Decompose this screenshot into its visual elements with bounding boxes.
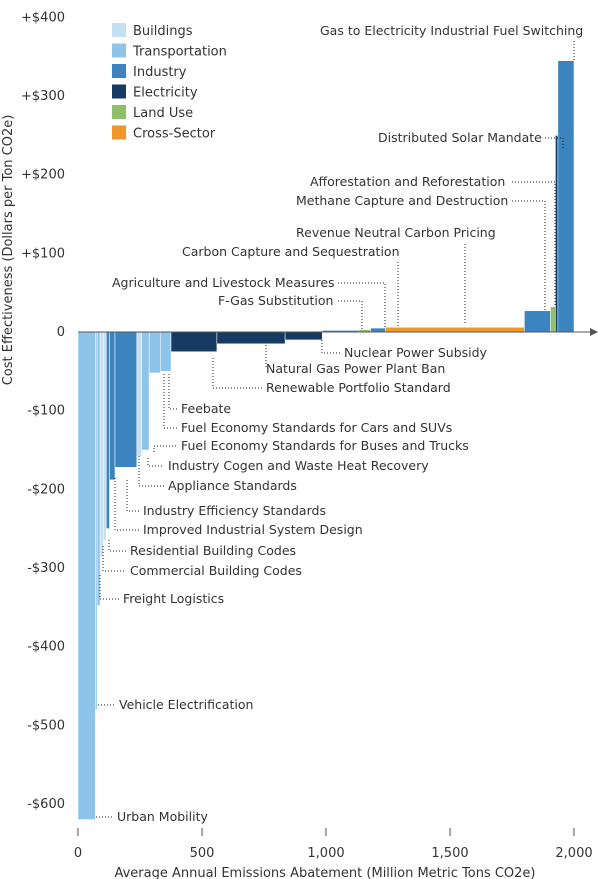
x-tick-label: 500 xyxy=(190,846,215,861)
annotation-leaders xyxy=(96,41,575,818)
x-axis-title: Average Annual Emissions Abatement (Mill… xyxy=(114,866,535,879)
bar-fuel-economy-standards-for-buses-and-trucks xyxy=(141,331,150,451)
leader-line-agriculture-and-livestock-measures xyxy=(338,282,386,328)
y-tick-labels: +$400 +$300 +$200 +$100 0 -$100 -$200 -$300 -$40… xyxy=(21,10,65,812)
y-tick-label: -$100 xyxy=(27,404,65,419)
y-tick-label: +$300 xyxy=(21,89,65,104)
annotation-improved-industrial-system-design: Improved Industrial System Design xyxy=(143,522,363,537)
x-tick-labels: 0 500 1,000 1,500 2,000 xyxy=(74,828,593,861)
x-axis-arrow xyxy=(590,328,598,336)
leader-line-fuel-economy-standards-for-cars-and-suvs xyxy=(163,374,177,429)
bar-natural-gas-power-plant-ban xyxy=(216,331,286,345)
bar-vehicle-electrification xyxy=(95,331,98,710)
leader-line-industry-efficiency-standards xyxy=(126,480,139,512)
legend-swatch-land-use xyxy=(112,105,126,119)
y-tick-label: -$600 xyxy=(27,797,65,812)
x-tick-label: 0 xyxy=(74,846,82,861)
annotation-fuel-economy-standards-for-cars-and-suvs: Fuel Economy Standards for Cars and SUVs xyxy=(181,420,452,435)
annotation-f-gas-substitution: F-Gas Substitution xyxy=(218,293,333,308)
legend-swatch-buildings xyxy=(112,23,126,37)
leader-line-freight-logistics xyxy=(99,575,119,600)
annotation-nuclear-power-subsidy: Nuclear Power Subsidy xyxy=(344,345,488,360)
y-tick-label: -$300 xyxy=(27,561,65,576)
x-tick-label: 1,000 xyxy=(307,846,344,861)
y-tick-label: +$200 xyxy=(21,168,65,183)
x-tick-label: 2,000 xyxy=(555,846,592,861)
y-tick-label: -$400 xyxy=(27,640,65,655)
leader-line-industry-cogen-and-waste-heat-recovery xyxy=(147,458,164,467)
annotation-methane-capture-and-destruction: Methane Capture and Destruction xyxy=(296,193,508,208)
legend-swatch-cross-sector xyxy=(112,125,126,140)
annotation-carbon-capture-and-sequestration: Carbon Capture and Sequestration xyxy=(182,244,400,259)
y-tick-label: -$200 xyxy=(27,482,65,497)
bar-industry-efficiency-standards xyxy=(109,331,116,481)
bar-feebate xyxy=(160,331,172,372)
annotation-industry-efficiency-standards: Industry Efficiency Standards xyxy=(143,503,326,518)
leader-line-methane-capture-and-destruction xyxy=(512,200,546,310)
bar-renewable-portfolio-standard xyxy=(170,331,218,352)
annotation-urban-mobility: Urban Mobility xyxy=(117,809,208,824)
annotation-industry-cogen-and-waste-heat-recovery: Industry Cogen and Waste Heat Recovery xyxy=(168,458,429,473)
legend-label-industry: Industry xyxy=(133,65,187,80)
legend-swatch-industry xyxy=(112,64,126,78)
bar-fuel-economy-standards-for-cars-and-suvs xyxy=(148,331,161,374)
legend-swatch-electricity xyxy=(112,84,126,99)
axes-layer xyxy=(78,328,598,336)
bar-urban-mobility xyxy=(77,331,96,820)
annotation-fuel-economy-standards-for-buses-and-trucks: Fuel Economy Standards for Buses and Tru… xyxy=(181,438,469,453)
annotation-residential-building-codes: Residential Building Codes xyxy=(130,543,296,558)
legend-swatch-transportation xyxy=(112,43,126,58)
y-tick-label: -$500 xyxy=(27,718,65,733)
annotation-freight-logistics: Freight Logistics xyxy=(123,591,224,606)
leader-line-distributed-solar-mandate xyxy=(545,137,564,148)
legend-label-cross-sector: Cross-Sector xyxy=(133,127,216,142)
bar-gas-to-electricity-industrial-fuel-switching xyxy=(557,60,575,333)
leader-line-nuclear-power-subsidy xyxy=(321,340,340,354)
legend-label-electricity: Electricity xyxy=(133,86,198,101)
bar-improved-industrial-system-design xyxy=(106,331,110,529)
annotation-renewable-portfolio-standard: Renewable Portfolio Standard xyxy=(266,380,451,395)
bar-industry-cogen-and-waste-heat-recovery xyxy=(114,331,138,468)
annotation-commercial-building-codes: Commercial Building Codes xyxy=(130,563,302,578)
bar-nuclear-power-subsidy xyxy=(284,331,323,341)
bar-freight-logistics xyxy=(96,331,101,606)
leader-line-residential-building-codes xyxy=(108,540,126,552)
annotation-appliance-standards: Appliance Standards xyxy=(168,478,297,493)
annotation-feebate: Feebate xyxy=(181,401,231,416)
annotation-agriculture-and-livestock-measures: Agriculture and Livestock Measures xyxy=(112,275,335,290)
bar-residential-building-codes xyxy=(103,331,107,541)
bar-commercial-building-codes xyxy=(99,331,104,557)
legend: Buildings Transportation Industry Electrici… xyxy=(112,23,227,142)
annotation-labels: Gas to Electricity Industrial Fuel Switc… xyxy=(112,23,583,824)
y-tick-label: 0 xyxy=(57,325,65,340)
leader-line-appliance-standards xyxy=(138,456,164,487)
bar-distributed-solar-mandate xyxy=(555,135,559,333)
y-tick-label: +$100 xyxy=(21,246,65,261)
leader-line-feebate xyxy=(168,374,177,410)
leader-line-commercial-building-codes xyxy=(102,546,126,572)
y-tick-label: +$400 xyxy=(21,10,65,25)
legend-label-transportation: Transportation xyxy=(132,45,227,60)
leader-line-afforestation-and-reforestation xyxy=(512,181,556,305)
annotation-distributed-solar-mandate: Distributed Solar Mandate xyxy=(378,130,542,145)
annotation-revenue-neutral-carbon-pricing: Revenue Neutral Carbon Pricing xyxy=(296,225,496,240)
x-tick-label: 1,500 xyxy=(431,846,468,861)
bar-revenue-neutral-carbon-pricing xyxy=(385,327,525,333)
bar-methane-capture-and-destruction xyxy=(524,310,551,333)
annotation-natural-gas-power-plant-ban: Natural Gas Power Plant Ban xyxy=(266,361,445,376)
leader-line-f-gas-substitution xyxy=(338,300,363,330)
annotation-afforestation-and-reforestation: Afforestation and Reforestation xyxy=(310,174,505,189)
legend-label-land-use: Land Use xyxy=(133,106,193,121)
y-axis-title: Cost Effectiveness (Dollars per Ton CO2e… xyxy=(1,115,16,386)
legend-label-buildings: Buildings xyxy=(133,24,193,39)
bar-carbon-capture-and-sequestration xyxy=(370,327,386,333)
annotation-vehicle-electrification: Vehicle Electrification xyxy=(119,697,253,712)
bar-appliance-standards xyxy=(136,331,143,457)
leader-line-improved-industrial-system-design xyxy=(114,478,139,531)
bar-afforestation-and-reforestation xyxy=(550,306,556,333)
leader-line-fuel-economy-standards-for-buses-and-trucks xyxy=(153,445,177,452)
annotation-gas-to-electricity-industrial-fuel-switching: Gas to Electricity Industrial Fuel Switc… xyxy=(320,23,583,38)
leader-line-renewable-portfolio-standard xyxy=(212,358,262,389)
